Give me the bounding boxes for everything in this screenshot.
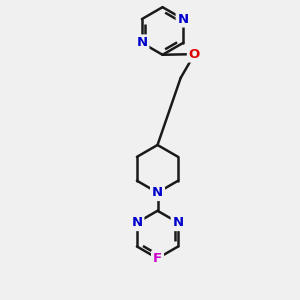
Text: O: O <box>189 48 200 61</box>
Text: N: N <box>131 216 142 229</box>
Text: F: F <box>153 252 162 265</box>
Text: N: N <box>172 216 184 229</box>
Text: N: N <box>178 13 189 26</box>
Text: N: N <box>152 186 163 199</box>
Text: N: N <box>136 36 148 50</box>
